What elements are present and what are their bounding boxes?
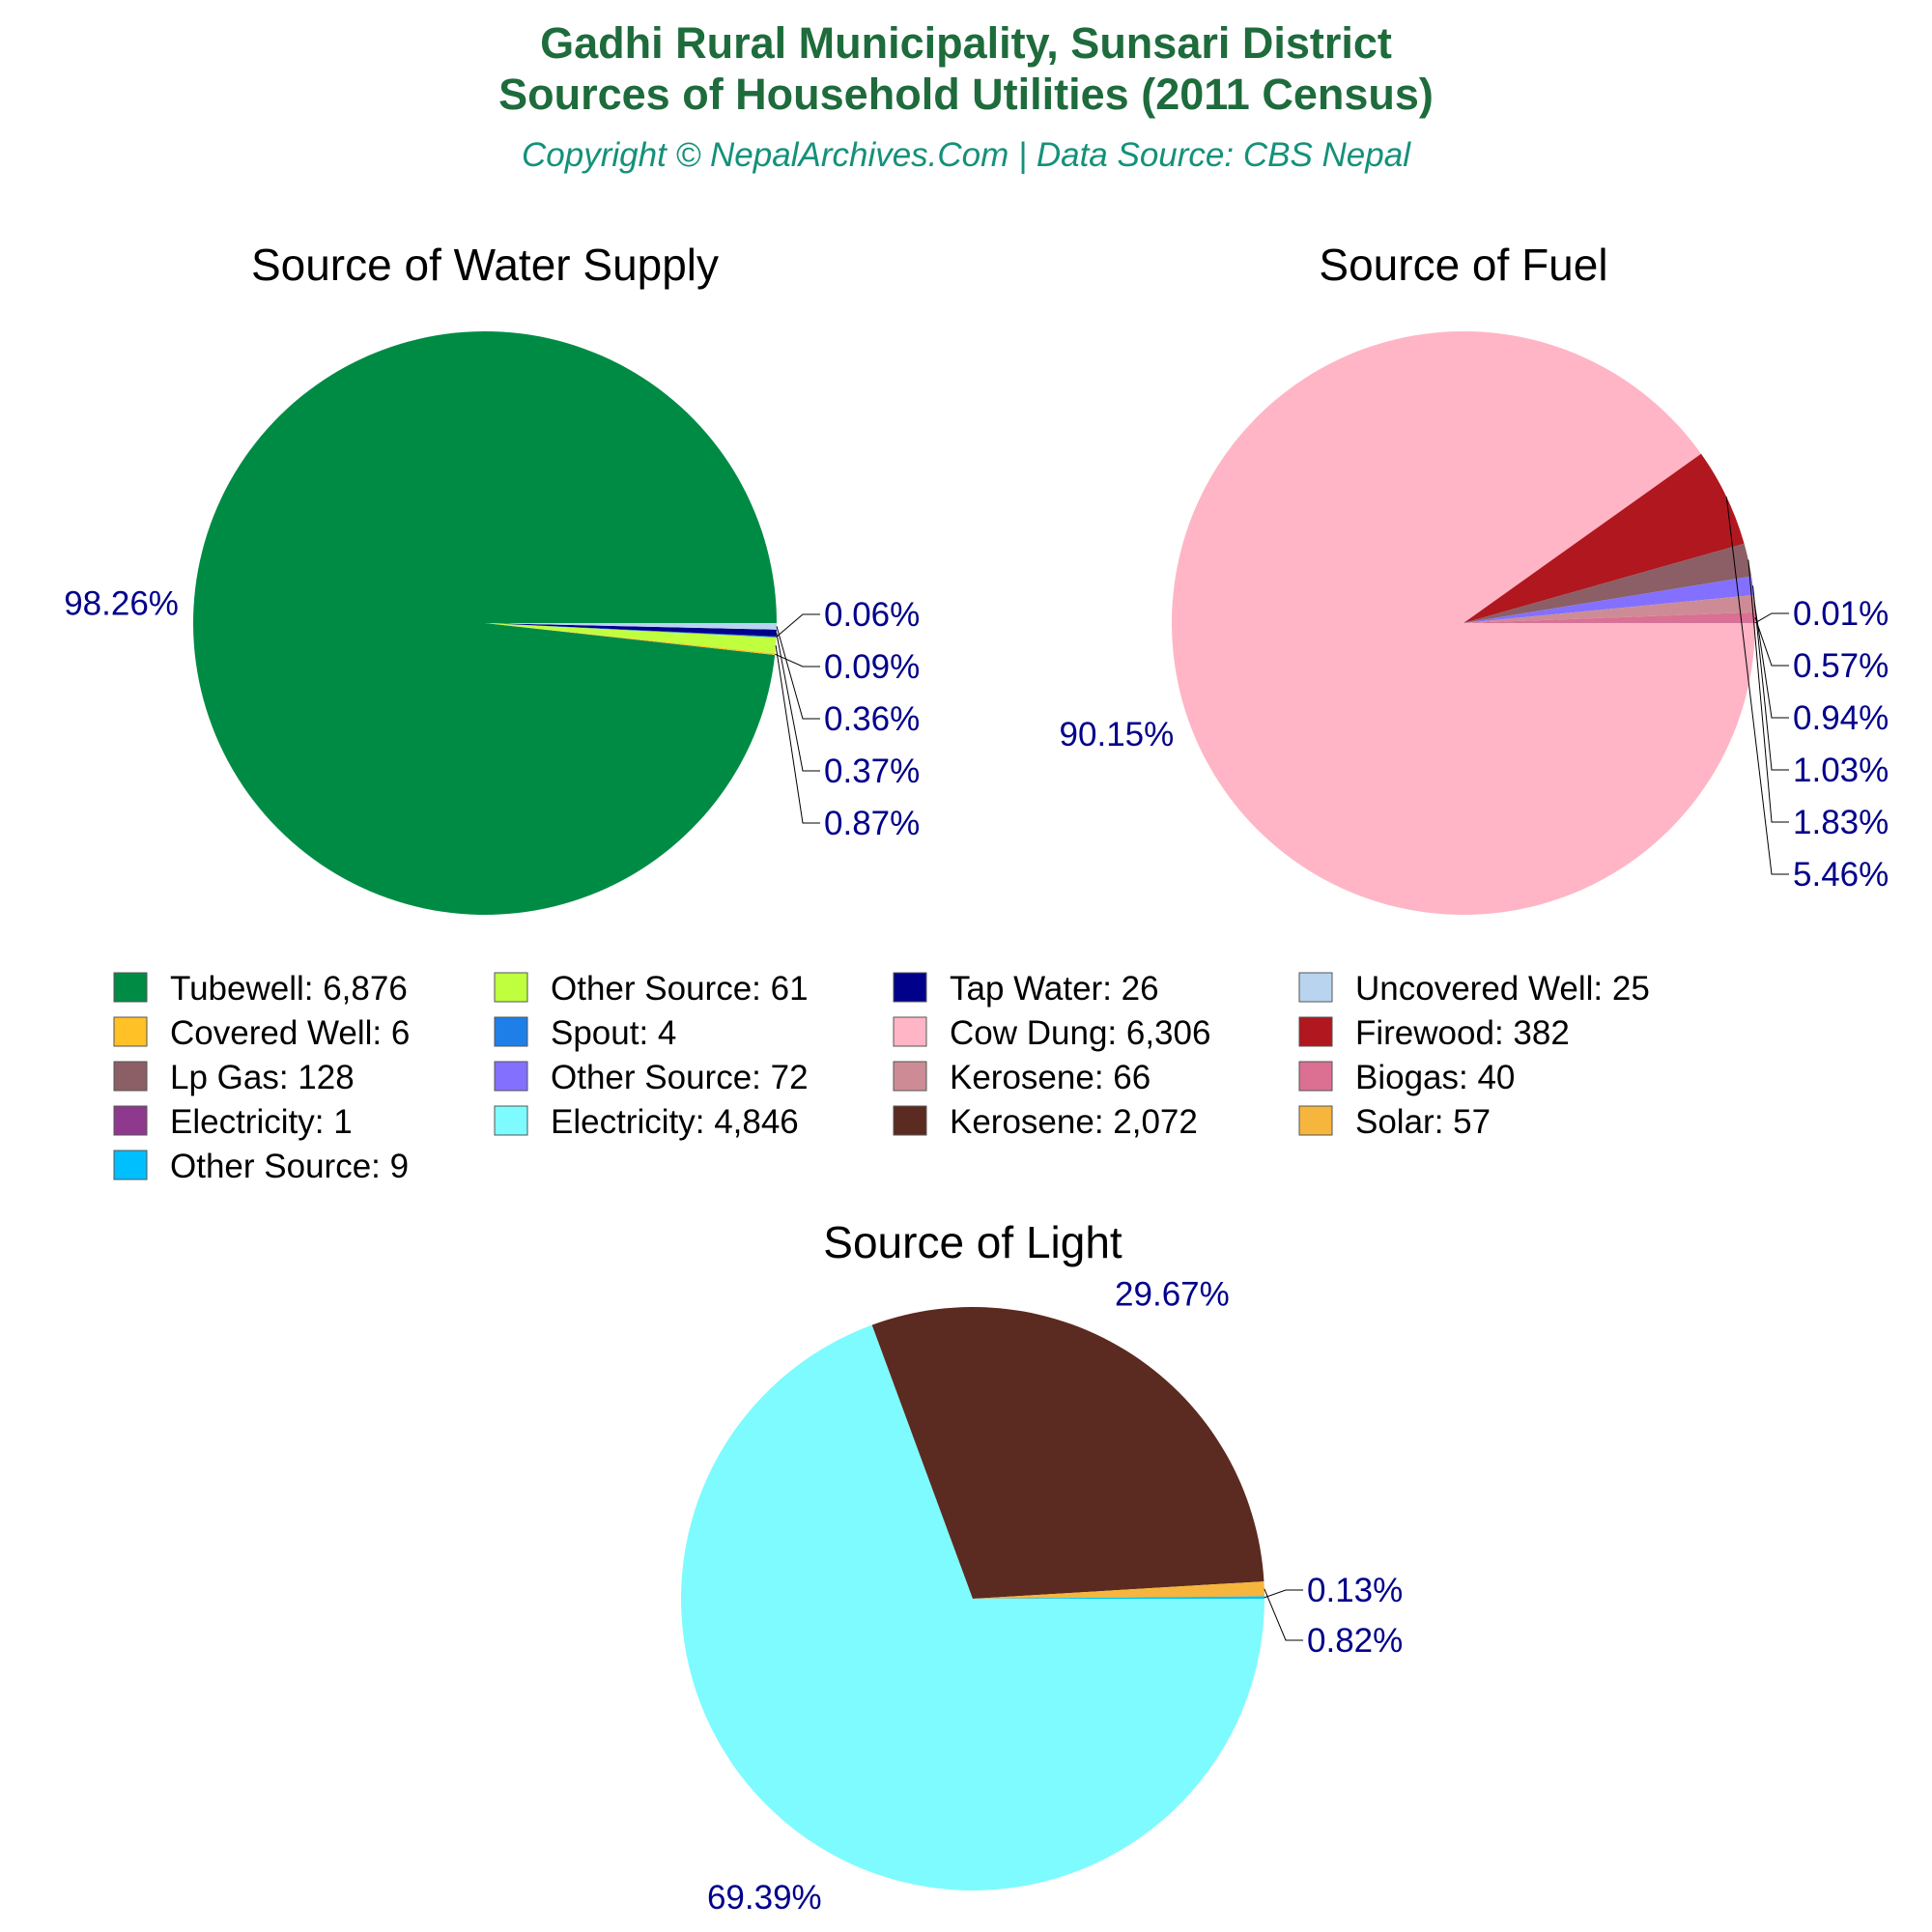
pie-leader-line	[1264, 1588, 1303, 1641]
chart-title-line1: Gadhi Rural Municipality, Sunsari Distri…	[540, 18, 1392, 68]
legend-label: Uncovered Well: 25	[1355, 970, 1650, 1008]
pie-slice-tap-water	[485, 623, 777, 637]
legend-swatch	[494, 1105, 528, 1136]
pie-slice-other-source	[973, 1596, 1264, 1599]
pie-percent-label: 90.15%	[1060, 716, 1175, 753]
pie-percent-label: 5.46%	[1793, 856, 1889, 894]
legend-swatch	[893, 972, 927, 1003]
legend-label: Biogas: 40	[1355, 1059, 1515, 1096]
pie-leader-line	[776, 633, 820, 772]
pie-slice-kerosene	[1463, 595, 1755, 623]
legend-swatch	[1298, 1105, 1333, 1136]
pie-percent-label: 29.67%	[1115, 1276, 1230, 1314]
pie-slice-uncovered-well	[485, 623, 777, 630]
pie-percent-label: 0.09%	[824, 648, 920, 686]
pie-percent-label: 98.26%	[64, 584, 179, 622]
legend-label: Tap Water: 26	[950, 970, 1159, 1008]
pie-slice-covered-well	[485, 623, 776, 656]
pie-percent-label: 0.37%	[824, 753, 920, 790]
legend-label: Covered Well: 6	[170, 1014, 410, 1052]
pie-slice-firewood	[1463, 453, 1745, 623]
pie-slice-lp-gas	[1463, 543, 1752, 623]
fuel-pie: Source of Fuel 90.15% 5.46% 1.83% 1.03% 0.94%…	[1060, 240, 1889, 916]
legend-swatch	[113, 1061, 148, 1092]
pie-leader-line	[1747, 559, 1789, 823]
legend-swatch	[113, 972, 148, 1003]
legend-swatch	[113, 1105, 148, 1136]
legend: Tubewell: 6,876 Covered Well: 6 Lp Gas: 12…	[113, 970, 1650, 1185]
legend-label: Lp Gas: 128	[170, 1059, 355, 1096]
water-supply-pie: Source of Water Supply 98.26% 0.09% 0.87% 0.…	[64, 240, 920, 915]
legend-label: Tubewell: 6,876	[170, 970, 408, 1008]
pie-title: Source of Light	[823, 1217, 1122, 1267]
legend-swatch	[494, 1061, 528, 1092]
pie-leader-line	[1754, 612, 1789, 624]
legend-label: Other Source: 72	[551, 1059, 809, 1096]
pie-slice-other-source	[1463, 576, 1754, 623]
pie-title: Source of Fuel	[1319, 240, 1607, 290]
pie-leader-line	[776, 613, 820, 638]
legend-label: Other Source: 61	[551, 970, 809, 1008]
legend-swatch	[1298, 1016, 1333, 1047]
legend-swatch	[893, 1105, 927, 1136]
pie-leader-line	[1752, 585, 1789, 771]
pie-leader-line	[1753, 603, 1789, 719]
legend-label: Spout: 4	[551, 1014, 676, 1052]
pie-title: Source of Water Supply	[251, 240, 719, 290]
pie-percent-label: 0.06%	[824, 596, 920, 634]
pie-percent-label: 0.13%	[1307, 1572, 1403, 1609]
chart-title-line2: Sources of Household Utilities (2011 Cen…	[498, 70, 1434, 119]
legend-swatch	[113, 1150, 148, 1180]
legend-swatch	[494, 972, 528, 1003]
pie-leader-line	[775, 653, 820, 668]
pie-slice-biogas	[1463, 611, 1755, 623]
pie-slice-electricity	[680, 1324, 1264, 1891]
legend-swatch	[1298, 1061, 1333, 1092]
pie-percent-label: 69.39%	[707, 1879, 822, 1917]
chart-subtitle: Copyright © NepalArchives.Com | Data Sou…	[522, 136, 1411, 174]
legend-label: Electricity: 1	[170, 1103, 353, 1141]
pie-percent-label: 0.94%	[1793, 699, 1889, 737]
legend-label: Firewood: 382	[1355, 1014, 1570, 1052]
legend-label: Electricity: 4,846	[551, 1103, 799, 1141]
pie-leader-line	[1264, 1589, 1303, 1599]
pie-slice-tubewell	[193, 330, 778, 915]
legend-label: Kerosene: 66	[950, 1059, 1151, 1096]
light-pie: Source of Light 69.39% 29.67% 0.82% 0.13%	[680, 1217, 1403, 1917]
pie-percent-label: 0.36%	[824, 700, 920, 738]
legend-label: Cow Dung: 6,306	[950, 1014, 1210, 1052]
legend-swatch	[113, 1016, 148, 1047]
pie-percent-label: 0.57%	[1793, 647, 1889, 685]
pie-slice-spout	[485, 623, 777, 638]
pie-leader-line	[776, 626, 820, 720]
legend-label: Solar: 57	[1355, 1103, 1491, 1141]
pie-percent-label: 0.87%	[824, 805, 920, 842]
pie-leader-line	[775, 645, 820, 824]
pie-percent-label: 0.01%	[1793, 595, 1889, 633]
pie-percent-label: 1.83%	[1793, 804, 1889, 841]
pie-leader-line	[1754, 617, 1789, 667]
legend-swatch	[893, 1016, 927, 1047]
pie-percent-label: 0.82%	[1307, 1622, 1403, 1660]
pie-slice-solar	[973, 1581, 1264, 1599]
legend-label: Other Source: 9	[170, 1148, 409, 1185]
legend-swatch	[1298, 972, 1333, 1003]
pie-percent-label: 1.03%	[1793, 752, 1889, 789]
legend-swatch	[893, 1061, 927, 1092]
legend-label: Kerosene: 2,072	[950, 1103, 1198, 1141]
pie-slice-kerosene	[871, 1307, 1264, 1599]
legend-swatch	[494, 1016, 528, 1047]
pie-slice-other-source	[485, 623, 777, 654]
pie-leader-line	[1725, 497, 1789, 875]
